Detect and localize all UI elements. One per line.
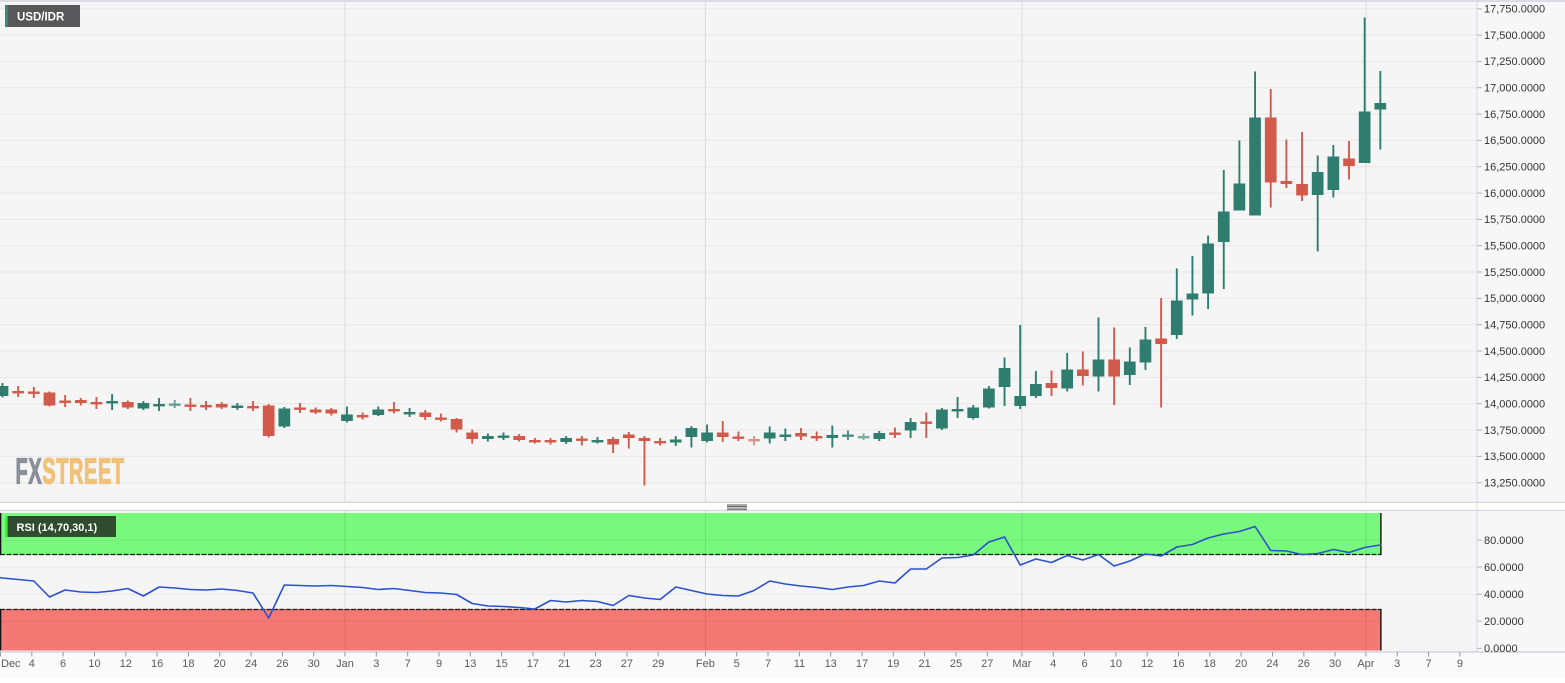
svg-text:23: 23 xyxy=(589,658,601,670)
svg-text:30: 30 xyxy=(1329,658,1341,670)
svg-text:19: 19 xyxy=(887,658,899,670)
svg-text:7: 7 xyxy=(765,658,771,670)
svg-text:Jan: Jan xyxy=(336,658,354,670)
svg-text:13,750.0000: 13,750.0000 xyxy=(1484,425,1545,437)
svg-text:21: 21 xyxy=(918,658,930,670)
svg-text:12: 12 xyxy=(120,658,132,670)
svg-text:13,500.0000: 13,500.0000 xyxy=(1484,451,1545,463)
svg-text:0.0000: 0.0000 xyxy=(1484,643,1518,655)
svg-text:21: 21 xyxy=(558,658,570,670)
svg-text:20: 20 xyxy=(214,658,226,670)
svg-text:15,500.0000: 15,500.0000 xyxy=(1484,241,1545,253)
svg-text:18: 18 xyxy=(182,658,194,670)
svg-text:12: 12 xyxy=(1141,658,1153,670)
svg-text:13,250.0000: 13,250.0000 xyxy=(1484,478,1545,490)
svg-text:6: 6 xyxy=(60,658,66,670)
svg-text:10: 10 xyxy=(88,658,100,670)
svg-text:Apr: Apr xyxy=(1357,658,1374,670)
svg-text:16,000.0000: 16,000.0000 xyxy=(1484,188,1545,200)
svg-text:20.0000: 20.0000 xyxy=(1484,616,1524,628)
svg-text:15,750.0000: 15,750.0000 xyxy=(1484,214,1545,226)
svg-text:3: 3 xyxy=(1394,658,1400,670)
svg-text:27: 27 xyxy=(981,658,993,670)
svg-text:60.0000: 60.0000 xyxy=(1484,562,1524,574)
svg-text:14,250.0000: 14,250.0000 xyxy=(1484,372,1545,384)
svg-text:80.0000: 80.0000 xyxy=(1484,535,1524,547)
svg-text:17: 17 xyxy=(527,658,539,670)
svg-text:20: 20 xyxy=(1235,658,1247,670)
svg-text:10: 10 xyxy=(1110,658,1122,670)
svg-text:9: 9 xyxy=(1457,658,1463,670)
svg-text:Mar: Mar xyxy=(1012,658,1031,670)
svg-text:27: 27 xyxy=(621,658,633,670)
svg-text:18: 18 xyxy=(1204,658,1216,670)
svg-text:25: 25 xyxy=(950,658,962,670)
svg-text:4: 4 xyxy=(29,658,35,670)
svg-text:26: 26 xyxy=(1298,658,1310,670)
svg-text:14,500.0000: 14,500.0000 xyxy=(1484,346,1545,358)
svg-text:13: 13 xyxy=(464,658,476,670)
svg-text:17,500.0000: 17,500.0000 xyxy=(1484,30,1545,42)
svg-text:30: 30 xyxy=(308,658,320,670)
svg-text:26: 26 xyxy=(276,658,288,670)
svg-text:13: 13 xyxy=(825,658,837,670)
svg-text:RSI (14,70,30,1): RSI (14,70,30,1) xyxy=(17,522,98,534)
svg-text:17: 17 xyxy=(856,658,868,670)
svg-text:Dec: Dec xyxy=(1,658,21,670)
svg-text:5: 5 xyxy=(734,658,740,670)
svg-text:15,000.0000: 15,000.0000 xyxy=(1484,293,1545,305)
svg-text:7: 7 xyxy=(1426,658,1432,670)
svg-text:14,000.0000: 14,000.0000 xyxy=(1484,399,1545,411)
svg-text:Feb: Feb xyxy=(696,658,715,670)
svg-text:USD/IDR: USD/IDR xyxy=(17,12,65,24)
svg-text:9: 9 xyxy=(436,658,442,670)
svg-text:7: 7 xyxy=(405,658,411,670)
svg-text:16,500.0000: 16,500.0000 xyxy=(1484,135,1545,147)
svg-text:4: 4 xyxy=(1050,658,1056,670)
svg-text:11: 11 xyxy=(794,658,805,670)
svg-text:15: 15 xyxy=(495,658,507,670)
svg-text:16: 16 xyxy=(1172,658,1184,670)
svg-text:40.0000: 40.0000 xyxy=(1484,589,1524,601)
svg-text:14,750.0000: 14,750.0000 xyxy=(1484,320,1545,332)
svg-text:17,250.0000: 17,250.0000 xyxy=(1484,56,1545,68)
svg-text:3: 3 xyxy=(373,658,379,670)
svg-text:16,750.0000: 16,750.0000 xyxy=(1484,109,1545,121)
svg-text:17,000.0000: 17,000.0000 xyxy=(1484,83,1545,95)
svg-text:FXSTREET: FXSTREET xyxy=(16,452,125,492)
svg-text:6: 6 xyxy=(1081,658,1087,670)
svg-text:17,750.0000: 17,750.0000 xyxy=(1484,4,1545,16)
svg-text:15,250.0000: 15,250.0000 xyxy=(1484,267,1545,279)
svg-text:29: 29 xyxy=(652,658,664,670)
svg-text:16,250.0000: 16,250.0000 xyxy=(1484,162,1545,174)
svg-text:16: 16 xyxy=(151,658,163,670)
svg-text:24: 24 xyxy=(1266,658,1278,670)
svg-text:24: 24 xyxy=(245,658,257,670)
